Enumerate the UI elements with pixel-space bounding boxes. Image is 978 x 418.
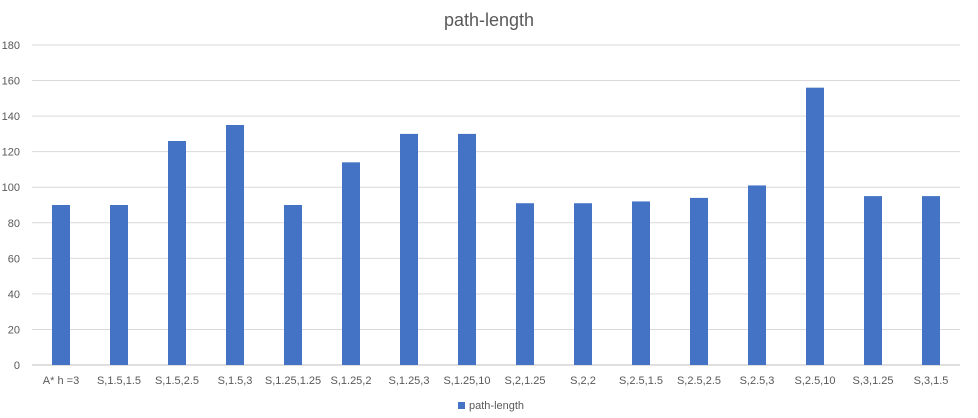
bar-2 — [110, 205, 128, 365]
bar-6 — [342, 162, 360, 365]
x-tick-label: S,2.5,1.5 — [619, 375, 663, 387]
x-tick-label: S,1.5,2.5 — [155, 375, 199, 387]
bar-9 — [516, 203, 534, 365]
x-tick-label: S,2.5,2.5 — [677, 375, 721, 387]
legend-label-path-length: path-length — [469, 400, 524, 412]
bar-12 — [690, 197, 708, 365]
y-tick-label: 40 — [8, 289, 20, 301]
x-tick-label: S,2,2 — [570, 375, 596, 387]
bar-7 — [400, 133, 418, 365]
bar-15 — [864, 196, 882, 365]
x-tick-label: S,1.25,2 — [331, 375, 372, 387]
bar-14 — [806, 87, 824, 366]
legend-swatch — [458, 402, 465, 409]
gridlines — [32, 44, 960, 366]
chart-title: path-length — [444, 10, 534, 30]
bar-8 — [458, 133, 476, 365]
bars — [52, 87, 940, 366]
x-tick-label: S,1.25,1.25 — [265, 375, 321, 387]
y-tick-label: 60 — [8, 253, 20, 265]
x-tick-label: S,1.25,3 — [389, 375, 430, 387]
y-tick-label: 140 — [2, 111, 20, 123]
y-tick-label: 160 — [2, 76, 20, 88]
bar-16 — [922, 196, 940, 365]
bar-3 — [168, 141, 186, 365]
bar-13 — [748, 185, 766, 365]
y-tick-label: 100 — [2, 182, 20, 194]
bar-1 — [52, 205, 70, 365]
bar-10 — [574, 203, 592, 365]
bar-5 — [284, 205, 302, 365]
x-tick-label: S,2.5,3 — [740, 375, 775, 387]
y-tick-label: 20 — [8, 324, 20, 336]
y-tick-label: 0 — [14, 360, 20, 372]
x-axis-ticks: A* h =3 S,1.5,1.5 S,1.5,2.5 S,1.5,3 S,1.25,1… — [43, 375, 949, 387]
y-axis-ticks: 0 20 40 60 80 100 120 140 160 180 — [2, 40, 20, 372]
bar-4 — [226, 125, 244, 365]
x-tick-label: S,3,1.5 — [914, 375, 949, 387]
y-tick-label: 180 — [2, 40, 20, 52]
x-tick-label: S,2.5,10 — [795, 375, 836, 387]
y-tick-label: 120 — [2, 147, 20, 159]
x-tick-label: S,1.5,1.5 — [97, 375, 141, 387]
bar-11 — [632, 201, 650, 365]
y-tick-label: 80 — [8, 218, 20, 230]
x-tick-label: S,1.5,3 — [218, 375, 253, 387]
legend: path-length — [458, 400, 524, 412]
x-tick-label: A* h =3 — [43, 375, 79, 387]
x-tick-label: S,1.25,10 — [443, 375, 490, 387]
x-tick-label: S,2,1.25 — [505, 375, 546, 387]
x-tick-label: S,3,1.25 — [853, 375, 894, 387]
